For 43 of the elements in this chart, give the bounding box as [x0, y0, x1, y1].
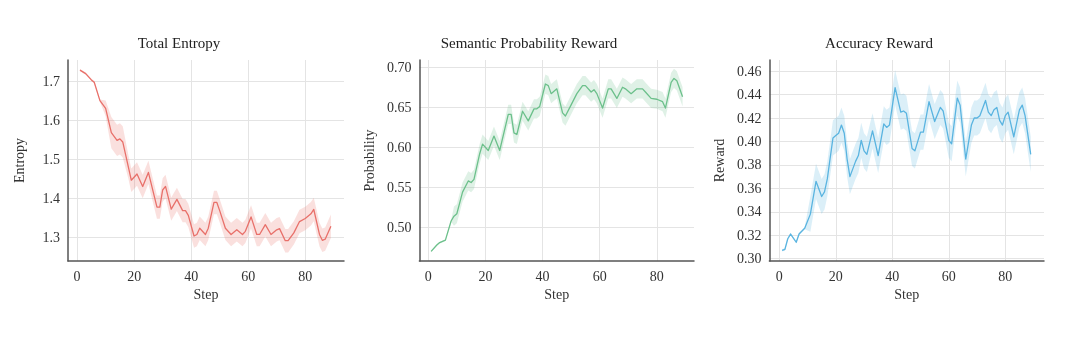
y-tick-label: 0.60: [386, 139, 412, 155]
y-tick-label: 0.32: [736, 227, 762, 243]
chart-title: Total Entropy: [137, 34, 221, 51]
x-tick-label: 0: [775, 268, 783, 284]
y-tick-label: 0.55: [386, 179, 412, 195]
x-tick-label: 80: [649, 268, 664, 284]
x-tick-label: 60: [941, 268, 956, 284]
x-axis-title: Step: [894, 287, 920, 303]
chart-title: Semantic Probability Reward: [440, 34, 618, 51]
x-tick-label: 80: [298, 268, 313, 284]
y-tick-label: 1.5: [42, 152, 60, 168]
y-tick-label: 1.4: [42, 191, 60, 207]
y-axis-title: Reward: [711, 138, 727, 183]
y-tick-label: 0.38: [736, 157, 762, 173]
y-tick-label: 1.3: [42, 230, 60, 246]
y-tick-label: 0.46: [736, 63, 762, 79]
y-tick-label: 0.40: [736, 133, 762, 149]
x-axis-title: Step: [544, 287, 570, 303]
y-tick-label: 1.6: [42, 113, 60, 128]
y-axis-title: Probability: [361, 129, 377, 192]
x-tick-label: 40: [535, 268, 550, 284]
x-tick-label: 20: [127, 268, 142, 284]
y-tick-label: 0.42: [736, 110, 762, 126]
y-tick-label: 0.50: [386, 219, 412, 235]
y-tick-label: 0.30: [736, 251, 762, 267]
x-tick-label: 60: [241, 268, 256, 284]
x-tick-label: 40: [885, 268, 900, 284]
x-tick-label: 20: [828, 268, 843, 284]
x-axis-title: Step: [193, 287, 219, 303]
x-tick-label: 20: [478, 268, 493, 284]
y-tick-label: 0.70: [386, 59, 412, 75]
x-tick-label: 0: [424, 268, 432, 284]
chart-title: Accuracy Reward: [825, 34, 934, 51]
y-tick-label: 0.36: [736, 180, 762, 196]
x-tick-label: 0: [73, 268, 81, 284]
y-tick-label: 0.44: [736, 87, 762, 103]
y-tick-label: 1.7: [42, 73, 60, 89]
y-tick-label: 0.65: [386, 99, 412, 115]
y-axis-title: Entropy: [11, 137, 27, 184]
y-tick-label: 0.34: [736, 204, 762, 220]
x-tick-label: 60: [592, 268, 607, 284]
x-tick-label: 40: [184, 268, 199, 284]
x-tick-label: 80: [998, 268, 1013, 284]
